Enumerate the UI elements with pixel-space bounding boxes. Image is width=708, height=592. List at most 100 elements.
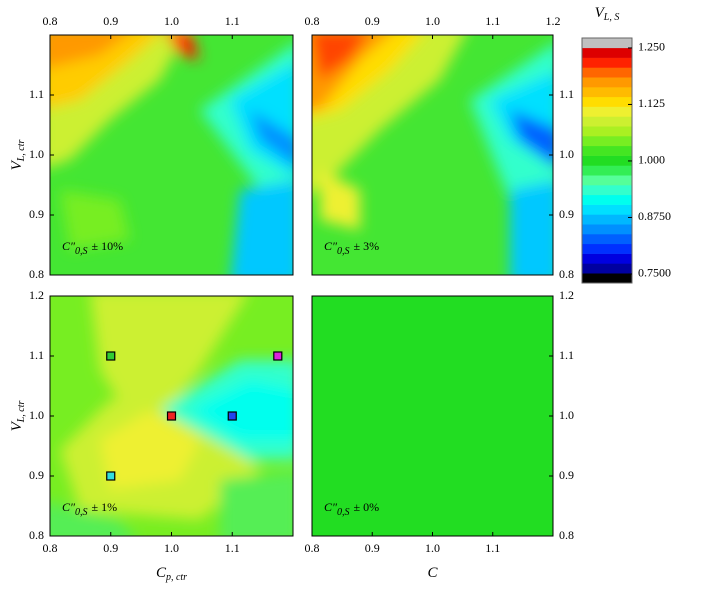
colorbar-title-main: V — [595, 5, 606, 21]
colorbar-tick-label: 1.250 — [638, 40, 665, 54]
x-tick-label: 1.0 — [164, 14, 179, 28]
colorbar-band — [582, 155, 632, 166]
annotation-symbol: C″ — [62, 500, 76, 514]
x-tick-label: 1.0 — [425, 14, 440, 28]
y-tick-label: 1.1 — [559, 348, 574, 362]
colorbar-band — [582, 87, 632, 98]
colorbar-tick-label: 0.7500 — [638, 266, 671, 280]
x-tick-label: 0.8 — [305, 14, 320, 28]
annotation-sub: 0,S — [337, 246, 350, 257]
y-axis-label: VL, ctr — [9, 400, 27, 431]
x-tick-label: 0.8 — [43, 541, 58, 555]
colorbar-band — [582, 126, 632, 137]
y-tick-label: 1.0 — [559, 147, 574, 161]
x-tick-label: 1.0 — [164, 541, 179, 555]
colorbar-band — [582, 165, 632, 176]
annotation: C″0,S ± 0% — [324, 500, 379, 519]
colorbar-band — [582, 96, 632, 107]
field — [50, 296, 293, 536]
annotation-sub: 0,S — [75, 246, 88, 257]
y-tick-label: 1.0 — [559, 408, 574, 422]
y-axis-label-main: V — [9, 420, 25, 431]
x-tick-label: 1.2 — [546, 14, 561, 28]
annotation-symbol: C″ — [324, 239, 338, 253]
colorbar-band — [582, 136, 632, 147]
marker — [166, 411, 177, 421]
x-tick-label: 0.9 — [103, 14, 118, 28]
x-axis-label-main: C — [156, 565, 167, 581]
marker — [227, 411, 237, 421]
colorbar-band — [582, 263, 632, 274]
colorbar-tick-label: 1.125 — [638, 96, 665, 110]
y-axis-label: VL, ctr — [9, 139, 27, 170]
annotation-symbol: C″ — [62, 239, 76, 253]
y-tick-label: 0.9 — [29, 468, 44, 482]
x-axis-label-sub: p, ctr — [165, 572, 187, 583]
colorbar-band — [582, 243, 632, 254]
y-axis-label-sub: L, ctr — [16, 400, 27, 423]
colorbar-band — [582, 57, 632, 68]
x-axis-label: C — [427, 565, 438, 581]
field — [312, 296, 553, 536]
x-tick-label: 1.0 — [425, 541, 440, 555]
y-tick-label: 1.1 — [29, 87, 44, 101]
field — [50, 35, 293, 275]
y-tick-label: 0.9 — [559, 207, 574, 221]
y-tick-label: 1.0 — [29, 147, 44, 161]
x-tick-label: 0.8 — [305, 541, 320, 555]
colorbar-band — [582, 234, 632, 245]
annotation-text: ± 10% — [92, 239, 124, 253]
annotation-text: ± 0% — [354, 500, 380, 514]
colorbar-band — [582, 116, 632, 127]
y-tick-label: 1.1 — [29, 348, 44, 362]
colorbar-band — [582, 273, 632, 284]
colorbar-band — [582, 106, 632, 117]
y-axis-label-main: V — [9, 159, 25, 170]
colorbar-band — [582, 145, 632, 156]
colorbar-band — [582, 77, 632, 88]
y-tick-label: 1.2 — [29, 288, 44, 302]
x-tick-label: 0.9 — [103, 541, 118, 555]
colorbar-band — [582, 194, 632, 205]
colorbar-band — [582, 175, 632, 186]
y-tick-label: 1.0 — [29, 408, 44, 422]
annotation-symbol: C″ — [324, 500, 338, 514]
y-tick-label: 1.2 — [559, 288, 574, 302]
marker — [106, 471, 116, 481]
y-tick-label: 1.1 — [559, 87, 574, 101]
y-tick-label: 0.8 — [29, 528, 44, 542]
x-tick-label: 1.1 — [485, 14, 500, 28]
colorbar-band — [582, 253, 632, 264]
y-tick-label: 0.8 — [559, 528, 574, 542]
marker — [273, 351, 283, 361]
x-tick-label: 0.8 — [43, 14, 58, 28]
colorbar-band — [582, 214, 632, 225]
x-tick-label: 1.1 — [225, 14, 240, 28]
colorbar-tick-label: 0.8750 — [638, 209, 671, 223]
colorbar-band — [582, 67, 632, 78]
annotation-sub: 0,S — [75, 507, 88, 518]
x-tick-label: 0.9 — [365, 541, 380, 555]
colorbar-band — [582, 38, 632, 49]
y-tick-label: 0.8 — [559, 267, 574, 281]
annotation: C″0,S ± 3% — [324, 239, 379, 258]
colorbar-title: VL, S — [595, 5, 620, 23]
colorbar-title-sub: L, S — [603, 12, 620, 23]
annotation: C″0,S ± 10% — [62, 239, 123, 258]
x-axis-label-main: C — [427, 565, 438, 581]
colorbar-band — [582, 185, 632, 196]
annotation-text: ± 3% — [354, 239, 380, 253]
annotation-sub: 0,S — [337, 507, 350, 518]
x-tick-label: 0.9 — [365, 14, 380, 28]
y-tick-label: 0.8 — [29, 267, 44, 281]
y-axis-label-sub: L, ctr — [16, 139, 27, 162]
field — [312, 35, 553, 275]
y-tick-label: 0.9 — [559, 468, 574, 482]
annotation: C″0,S ± 1% — [62, 500, 117, 519]
colorbar-band — [582, 204, 632, 215]
x-axis-label: Cp, ctr — [156, 565, 187, 583]
colorbar-band — [582, 224, 632, 235]
x-tick-label: 1.1 — [225, 541, 240, 555]
annotation-text: ± 1% — [92, 500, 118, 514]
